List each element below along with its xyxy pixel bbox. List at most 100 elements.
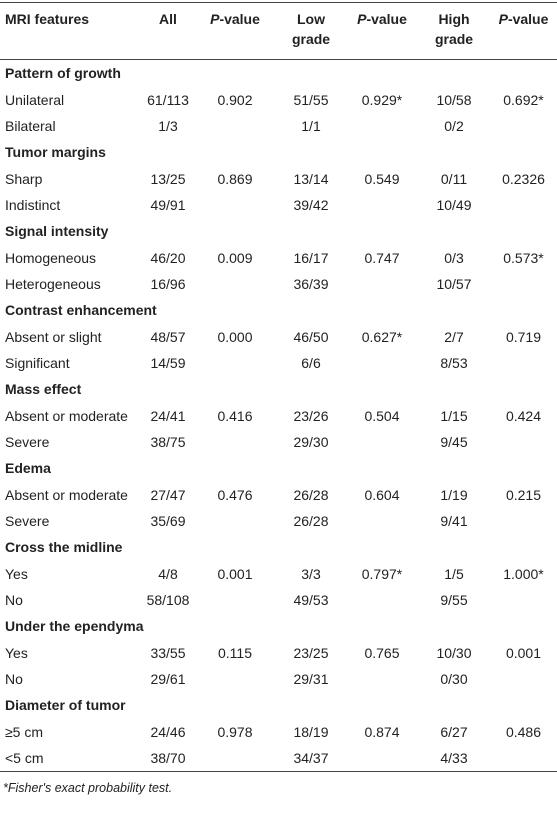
- column-header: P-value: [490, 2, 557, 60]
- cell: 9/45: [440, 433, 468, 450]
- footnote: *Fisher's exact probability test.: [3, 781, 173, 796]
- cell: 38/70: [142, 744, 194, 773]
- row-label: Yes: [5, 644, 28, 661]
- row-label: Absent or moderate: [5, 407, 128, 424]
- cell: 61/113: [147, 91, 189, 108]
- empty-cell: [194, 666, 276, 692]
- empty-cell: [346, 587, 418, 613]
- row-label: No: [5, 671, 23, 688]
- cell: 0.978: [217, 723, 253, 740]
- cell: 0.000: [217, 328, 253, 345]
- cell: 10/57: [436, 275, 472, 292]
- data-row: Bilateral 1/3 1/1 0/2: [0, 113, 557, 139]
- cell: 0.929*: [361, 91, 403, 108]
- cell: 0.874: [364, 723, 400, 740]
- cell: 1.000*: [503, 565, 544, 582]
- empty-cell: [490, 744, 557, 773]
- cell: 0.719: [505, 328, 542, 345]
- data-row: Unilateral 61/113 0.902 51/55 0.929* 10/58 0.6…: [0, 86, 557, 112]
- cell: 9/41: [440, 513, 468, 530]
- cell: 1/5: [444, 565, 464, 582]
- row-label: Homogeneous: [5, 249, 97, 266]
- header-text: P-value: [210, 11, 260, 27]
- cell: 23/26: [293, 407, 329, 424]
- data-row: Absent or slight 48/57 0.000 46/50 0.627* 2/7…: [0, 323, 557, 349]
- group-row: Under the ependyma: [0, 613, 557, 639]
- column-header: High grade: [418, 2, 490, 60]
- cell: 0.115: [218, 644, 252, 661]
- group-row: Cross the midline: [0, 534, 557, 560]
- cell: 0.476: [217, 486, 253, 503]
- cell: 0.215: [505, 486, 542, 503]
- group-row: Signal intensity: [0, 218, 557, 244]
- empty-cell: [490, 350, 557, 376]
- cell: 2/7: [444, 328, 464, 345]
- cell: 0/2: [444, 117, 464, 134]
- cell: 23/25: [293, 644, 329, 661]
- cell: 26/28: [293, 513, 329, 530]
- empty-cell: [346, 666, 418, 692]
- cell: 35/69: [150, 513, 186, 530]
- empty-cell: [490, 508, 557, 534]
- empty-cell: [346, 113, 418, 139]
- data-row: Sharp 13/25 0.869 13/14 0.549 0/11 0.2326: [0, 165, 557, 191]
- cell: 0.627*: [361, 328, 403, 345]
- data-row: Homogeneous 46/20 0.009 16/17 0.747 0/3 0.573*: [0, 244, 557, 270]
- cell: 38/75: [150, 433, 186, 450]
- data-row: Heterogeneous 16/96 36/39 10/57: [0, 271, 557, 297]
- cell: 46/50: [293, 328, 329, 345]
- cell: 33/55: [150, 644, 186, 661]
- header-row: MRI features All P-value Low grade P-value Hi…: [0, 2, 557, 60]
- data-row: No 29/61 29/31 0/30: [0, 666, 557, 692]
- cell: 0.869: [217, 170, 253, 187]
- cell: 1/15: [440, 407, 468, 424]
- row-label: Absent or moderate: [5, 486, 128, 503]
- empty-cell: [490, 192, 557, 218]
- column-header: MRI features: [0, 2, 142, 60]
- cell: 16/17: [293, 249, 329, 266]
- row-label: Unilateral: [5, 91, 65, 108]
- group-title: Diameter of tumor: [5, 697, 126, 714]
- cell: 27/47: [150, 486, 186, 503]
- cell: 0.001: [505, 644, 542, 661]
- mri-table: MRI features All P-value Low grade P-value Hi…: [0, 2, 557, 773]
- empty-cell: [194, 508, 276, 534]
- cell: 4/33: [418, 744, 490, 773]
- row-label: Sharp: [5, 170, 43, 187]
- row-label: Yes: [5, 565, 28, 582]
- data-row: Significant 14/59 6/6 8/53: [0, 350, 557, 376]
- cell: 48/57: [150, 328, 186, 345]
- group-title: Tumor margins: [5, 144, 106, 161]
- empty-cell: [490, 587, 557, 613]
- cell: 49/53: [293, 592, 329, 609]
- cell: 13/14: [293, 170, 329, 187]
- cell: 9/55: [440, 592, 468, 609]
- row-label: Heterogeneous: [5, 275, 101, 292]
- empty-cell: [194, 192, 276, 218]
- row-label: Significant: [5, 354, 70, 371]
- cell: 0.549: [364, 170, 400, 187]
- cell: 0.902: [217, 91, 253, 108]
- data-row: ≥5 cm 24/46 0.978 18/19 0.874 6/27 0.486: [0, 719, 557, 745]
- cell: 29/31: [293, 671, 329, 688]
- cell: 0.001: [217, 565, 253, 582]
- cell: 26/28: [293, 486, 329, 503]
- cell: 36/39: [293, 275, 329, 292]
- cell: 0.604: [364, 486, 400, 503]
- cell: 29/30: [293, 433, 329, 450]
- column-header: P-value: [346, 2, 418, 60]
- cell: 1/19: [440, 486, 468, 503]
- data-row: Yes 33/55 0.115 23/25 0.765 10/30 0.001: [0, 640, 557, 666]
- empty-cell: [194, 271, 276, 297]
- cell: 10/49: [436, 196, 472, 213]
- cell: 39/42: [293, 196, 329, 213]
- cell: 0.2326: [502, 170, 545, 187]
- cell: 10/30: [436, 644, 472, 661]
- row-label: Indistinct: [5, 196, 61, 213]
- cell: 24/41: [150, 407, 186, 424]
- empty-cell: [490, 271, 557, 297]
- table-body: Pattern of growth Unilateral 61/113 0.902 51…: [0, 60, 557, 773]
- header-text: P-value: [498, 11, 549, 27]
- empty-cell: [346, 508, 418, 534]
- group-row: Diameter of tumor: [0, 692, 557, 718]
